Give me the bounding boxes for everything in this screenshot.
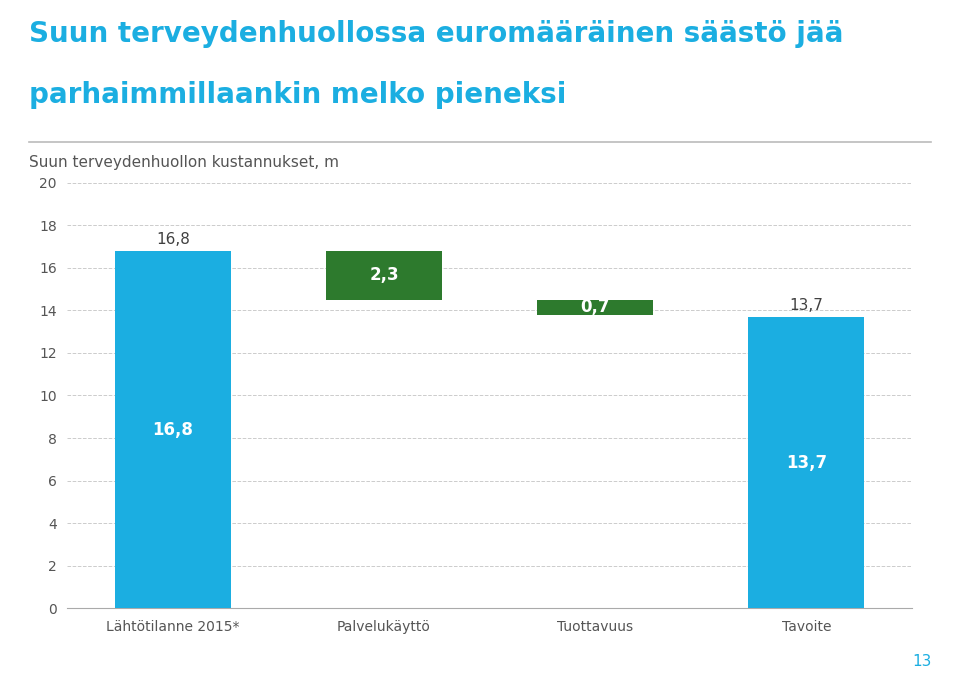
Bar [325,251,442,299]
Text: parhaimmillaankin melko pieneksi: parhaimmillaankin melko pieneksi [29,81,566,109]
Bar [538,299,653,314]
Text: 16,8: 16,8 [156,232,190,247]
Text: 13,7: 13,7 [789,298,824,313]
Text: 16,8: 16,8 [153,420,193,439]
Bar [749,316,864,608]
Text: 13: 13 [912,654,931,669]
Text: 2,3: 2,3 [370,266,398,284]
Bar [115,251,230,608]
Text: Suun terveydenhuollon kustannukset, m: Suun terveydenhuollon kustannukset, m [29,155,339,170]
Text: Suun terveydenhuollossa euromääräinen säästö jää: Suun terveydenhuollossa euromääräinen sä… [29,20,843,48]
Text: 0,7: 0,7 [581,298,610,316]
Text: 13,7: 13,7 [786,454,827,472]
